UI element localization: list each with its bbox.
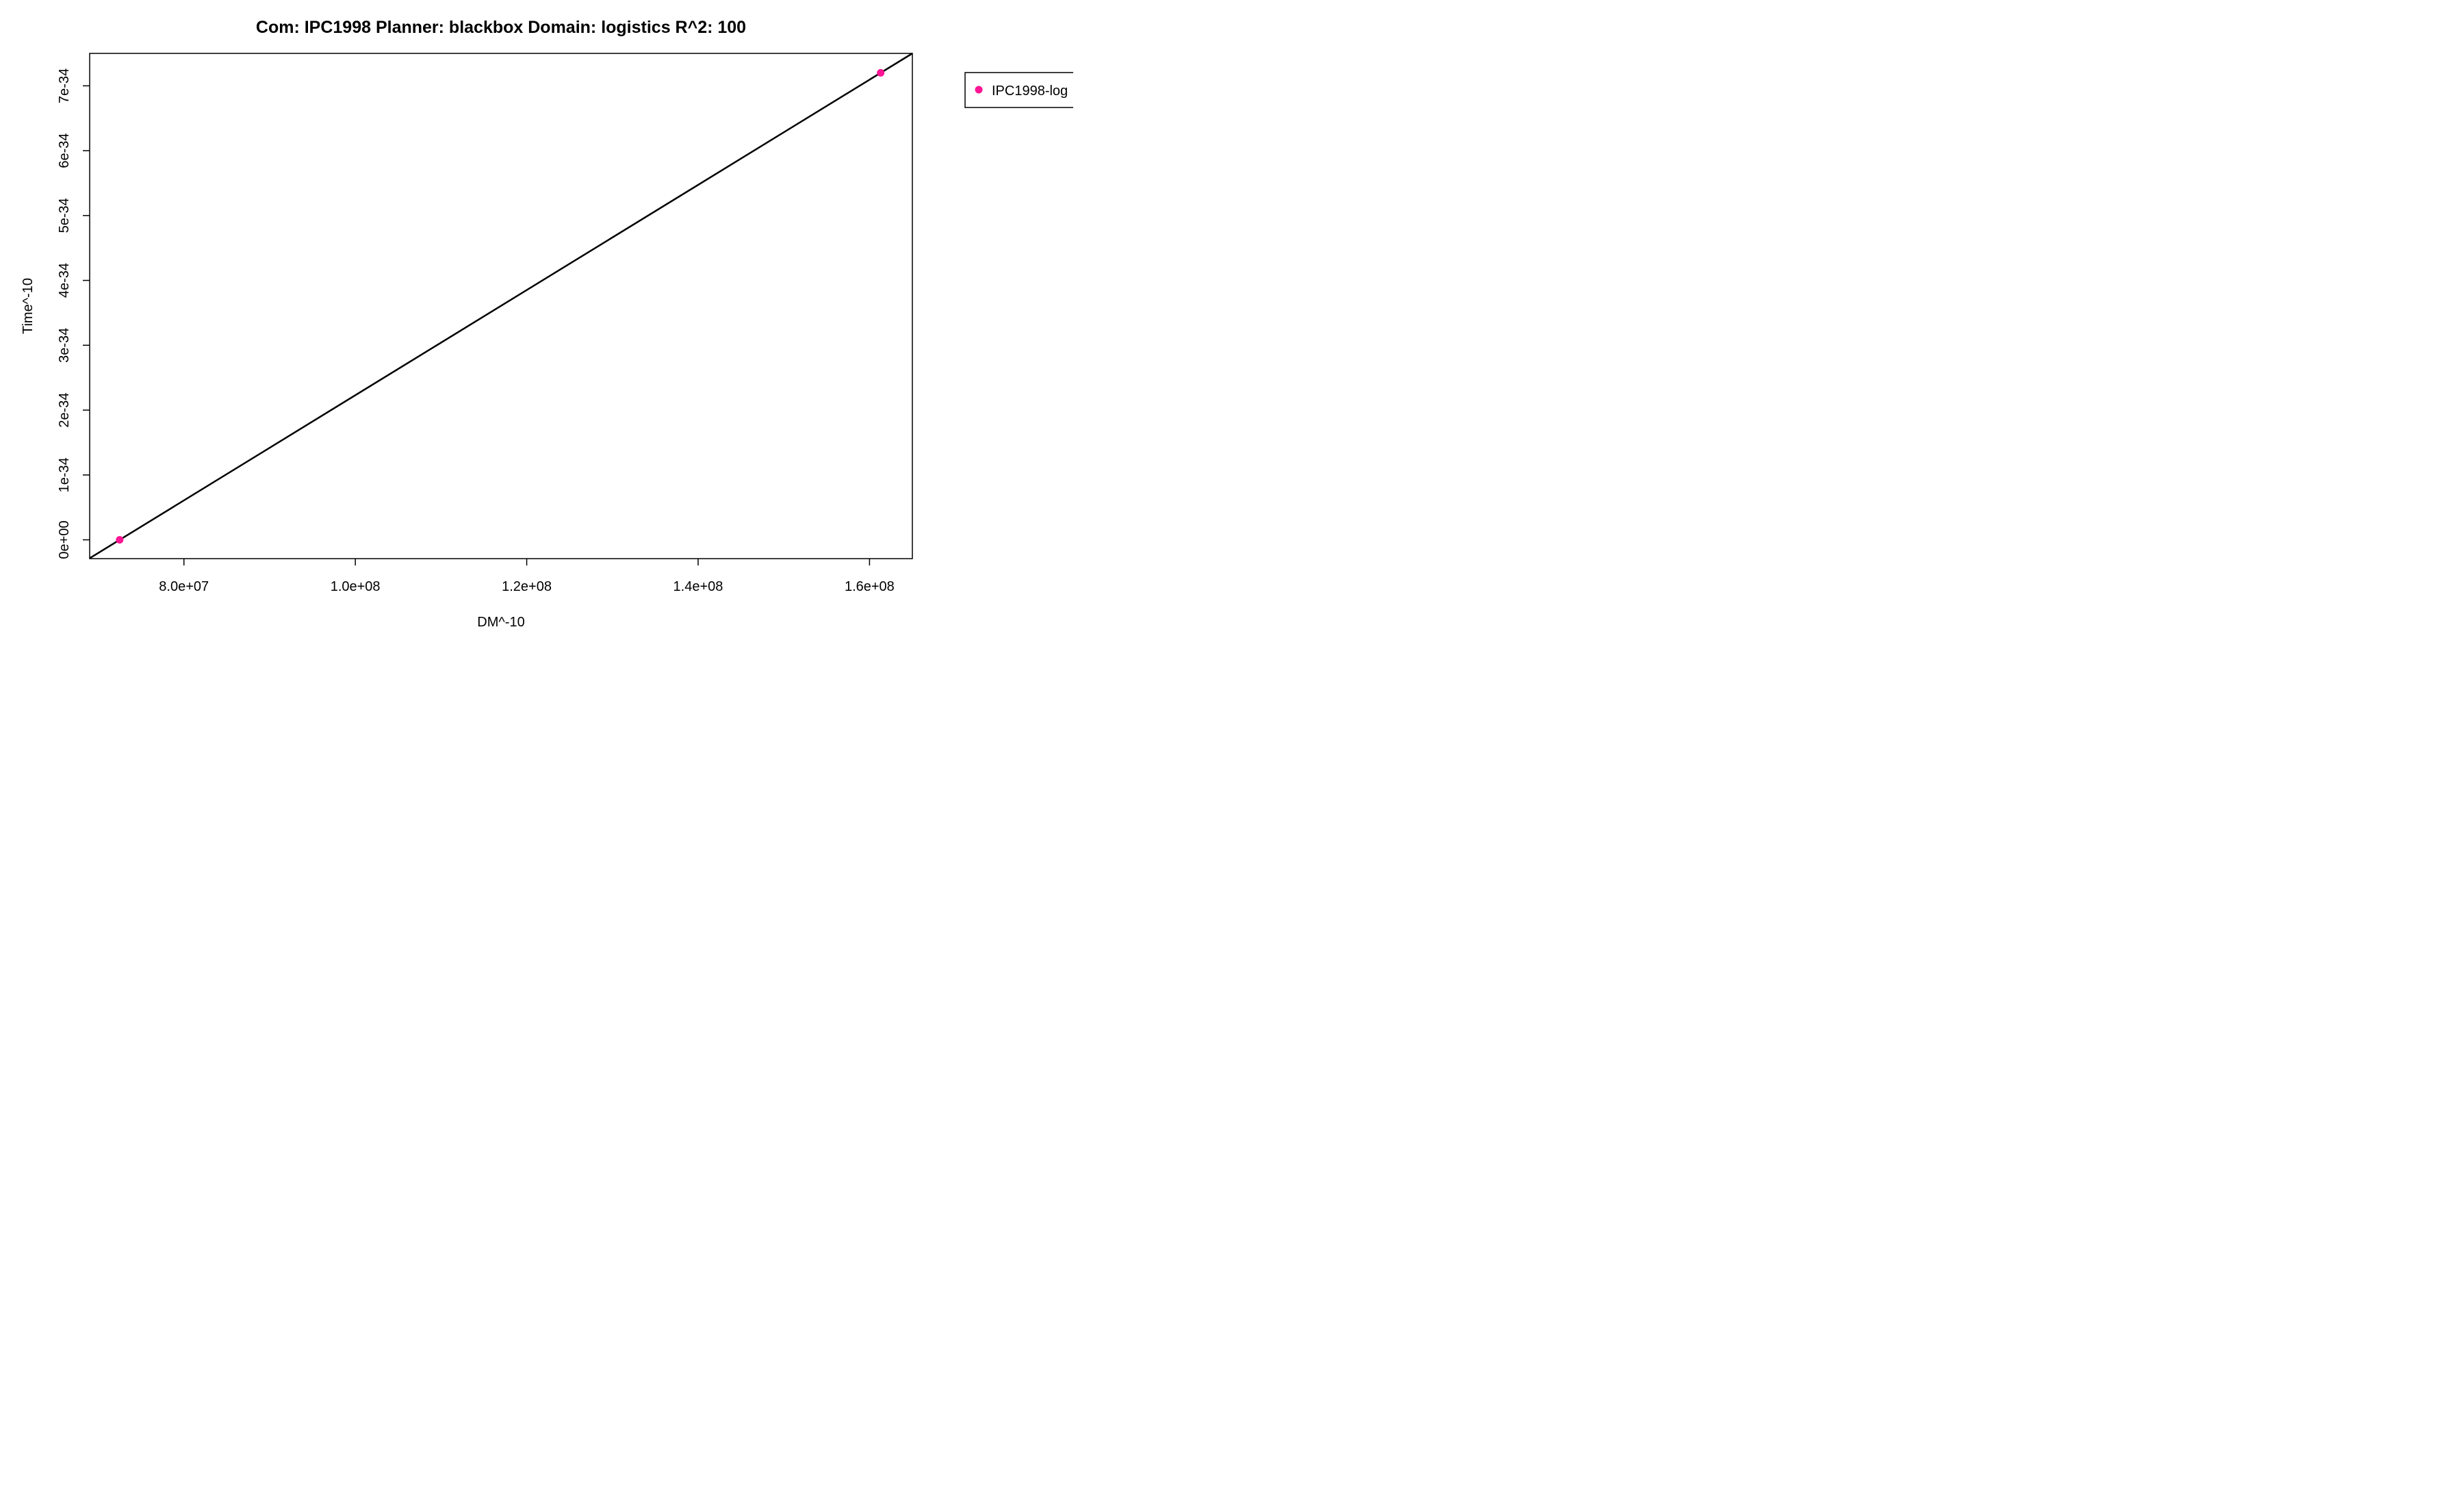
y-tick-label: 7e-34 — [57, 68, 72, 103]
chart-title: Com: IPC1998 Planner: blackbox Domain: l… — [256, 18, 746, 37]
y-tick-label: 6e-34 — [57, 133, 72, 168]
legend-box — [964, 72, 1073, 108]
points-layer — [116, 68, 885, 544]
y-tick-label: 2e-34 — [57, 392, 72, 427]
x-axis: 8.0e+07 1.0e+08 1.2e+08 1.4e+08 1.6e+08 — [159, 559, 895, 594]
legend-label: IPC1998-log — [992, 84, 1068, 99]
chart: Com: IPC1998 Planner: blackbox Domain: l… — [21, 18, 1073, 630]
y-axis: 0e+00 1e-34 2e-34 3e-34 4e-34 5e-34 6e-34 7e-34 — [57, 68, 90, 559]
x-tick-label: 8.0e+07 — [159, 579, 209, 594]
y-axis-label: Time^-10 — [21, 278, 36, 334]
plot-area — [89, 53, 913, 559]
x-axis-label: DM^-10 — [477, 615, 524, 630]
y-tick-label: 5e-34 — [57, 198, 72, 233]
legend: IPC1998-log — [964, 72, 1073, 108]
y-tick-label: 1e-34 — [57, 457, 72, 492]
x-tick-label: 1.6e+08 — [845, 579, 895, 594]
x-tick-label: 1.4e+08 — [673, 579, 723, 594]
data-point — [116, 536, 124, 544]
data-point — [877, 68, 885, 77]
fit-line-layer — [89, 52, 913, 559]
legend-marker — [975, 86, 983, 94]
x-tick-label: 1.2e+08 — [502, 579, 552, 594]
y-tick-label: 4e-34 — [57, 263, 72, 298]
y-tick-label: 3e-34 — [57, 328, 72, 363]
y-tick-label: 0e+00 — [57, 520, 72, 559]
x-tick-label: 1.0e+08 — [331, 579, 381, 594]
fit-line — [89, 52, 913, 559]
